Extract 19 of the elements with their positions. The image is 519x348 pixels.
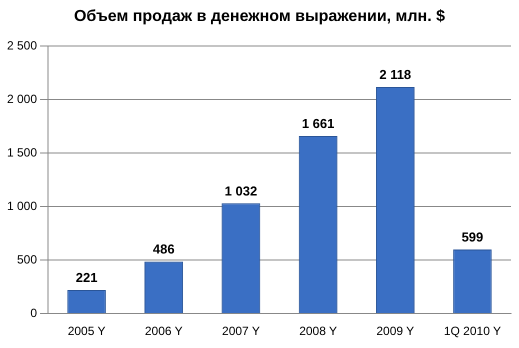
data-label: 2 118 xyxy=(379,67,412,82)
data-label: 486 xyxy=(152,242,175,257)
y-tick-label: 0 xyxy=(30,306,38,320)
y-tick-label: 1 000 xyxy=(7,198,38,213)
y-tick-label: 500 xyxy=(17,252,38,266)
data-label: 1 032 xyxy=(224,183,258,198)
y-tick-label: 2 000 xyxy=(7,92,38,106)
data-label: 221 xyxy=(76,270,98,286)
x-tick-label: 1Q 2010 Y xyxy=(444,324,502,338)
y-tick-label: 1 500 xyxy=(7,145,38,160)
data-label: 1 661 xyxy=(302,116,334,132)
chart-title: Объем продаж в денежном выражении, млн. $ xyxy=(72,8,446,26)
x-tick-label: 2005 Y xyxy=(68,324,106,338)
data-label: 599 xyxy=(462,230,484,245)
y-tick-label: 2 500 xyxy=(7,38,38,53)
x-tick-label: 2008 Y xyxy=(299,324,338,338)
x-tick-label: 2007 Y xyxy=(222,324,260,338)
x-tick-label: 2006 Y xyxy=(144,324,183,338)
x-tick-label: 2009 Y xyxy=(376,324,414,338)
